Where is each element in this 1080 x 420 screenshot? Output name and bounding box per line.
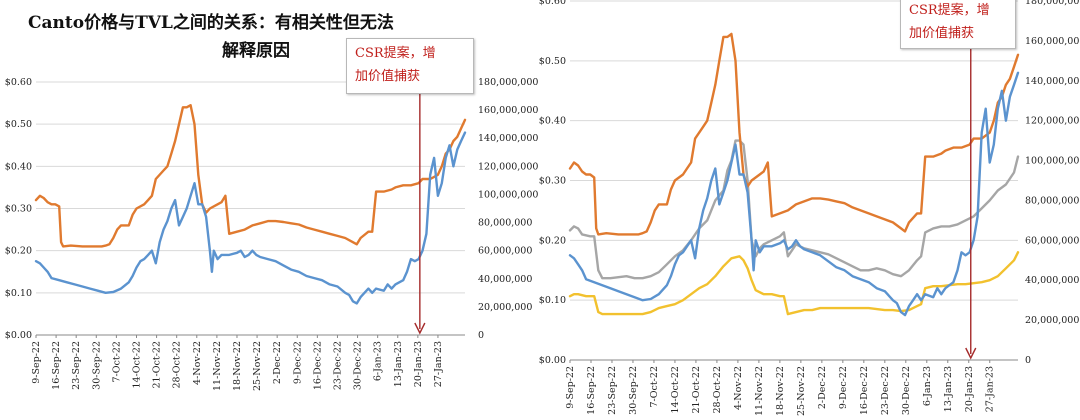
x-tick-label: 2-Dec-22 xyxy=(272,341,283,384)
x-tick-label: 25-Nov-22 xyxy=(252,341,263,391)
series-line-blue xyxy=(568,71,1020,317)
y-right-tick-label: 140,000,000 xyxy=(478,133,538,144)
x-tick-label: 14-Oct-22 xyxy=(670,366,681,414)
chart-title-line-2: 解释原因 xyxy=(222,41,290,61)
x-tick-label: 27-Jan-23 xyxy=(985,366,996,412)
y-right-tick-label: 180,000,000 xyxy=(1025,0,1080,7)
x-tick-label: 30-Sep-22 xyxy=(91,341,102,390)
y-left-tick-label: $0.10 xyxy=(5,288,32,299)
y-left-tick-label: $0.40 xyxy=(5,161,32,172)
x-tick-label: 16-Sep-22 xyxy=(586,366,597,415)
x-tick-label: 9-Sep-22 xyxy=(31,341,42,384)
x-tick-label: 9-Sep-22 xyxy=(565,366,576,409)
y-right-tick-label: 120,000,000 xyxy=(1025,116,1080,127)
x-tick-label: 13-Jan-23 xyxy=(393,341,404,387)
x-tick-label: 7-Oct-22 xyxy=(111,341,122,382)
y-right-tick-label: 100,000,000 xyxy=(478,189,538,200)
x-tick-label: 13-Jan-23 xyxy=(943,366,954,412)
y-left-tick-label: $0.60 xyxy=(5,77,32,88)
x-tick-label: 18-Nov-22 xyxy=(775,366,786,416)
x-tick-label: 30-Dec-22 xyxy=(353,341,364,390)
y-left-tick-label: $0.60 xyxy=(539,0,566,7)
x-tick-label: 28-Oct-22 xyxy=(712,366,723,414)
y-right-tick-label: 0 xyxy=(478,330,484,341)
x-tick-label: 25-Nov-22 xyxy=(796,366,807,416)
x-tick-label: 23-Dec-22 xyxy=(880,366,891,415)
y-left-tick-label: $0.30 xyxy=(539,176,566,187)
y-right-tick-label: 80,000,000 xyxy=(1025,195,1079,206)
series-line-yellow xyxy=(568,251,1020,316)
annotation-text-left-2: 加价值捕获 xyxy=(355,69,421,84)
y-left-tick-label: $0.40 xyxy=(539,116,566,127)
y-right-tick-label: 60,000,000 xyxy=(1025,235,1079,246)
y-left-tick-label: $0.20 xyxy=(5,246,32,257)
annotation-box-left: CSR提案，增 加价值捕获 xyxy=(346,38,474,94)
x-tick-label: 20-Jan-23 xyxy=(413,341,424,387)
chart-right: $0.00 $0.10 $0.20 $0.30 $0.40 $0.50 $0.60 0 20,0… xyxy=(539,0,1080,416)
x-tick-label: 2-Dec-22 xyxy=(817,366,828,409)
y-right-tick-label: 80,000,000 xyxy=(478,218,532,229)
x-tick-label: 9-Dec-22 xyxy=(838,366,849,409)
y-left-tick-label: $0.50 xyxy=(539,56,566,67)
x-tick-label: 16-Dec-22 xyxy=(312,341,323,390)
x-tick-label: 11-Nov-22 xyxy=(212,341,223,391)
y-right-tick-label: 20,000,000 xyxy=(1025,315,1079,326)
y-right-tick-label: 140,000,000 xyxy=(1025,76,1080,87)
x-tick-label: 27-Jan-23 xyxy=(433,341,444,387)
series-line-gray xyxy=(568,139,1020,280)
series-line-orange xyxy=(568,32,1020,236)
series-line-blue xyxy=(34,131,467,305)
x-tick-label: 11-Nov-22 xyxy=(754,366,765,416)
y-left-tick-label: $0.10 xyxy=(539,295,566,306)
y-right-tick-label: 40,000,000 xyxy=(1025,275,1079,286)
y-right-tick-label: 160,000,000 xyxy=(1025,36,1080,47)
y-right-tick-label: 120,000,000 xyxy=(478,161,538,172)
x-tick-label: 21-Oct-22 xyxy=(691,366,702,414)
x-tick-label: 21-Oct-22 xyxy=(152,341,163,389)
y-right-tick-label: 160,000,000 xyxy=(478,105,538,116)
x-tick-label: 16-Dec-22 xyxy=(859,366,870,415)
x-tick-label: 23-Sep-22 xyxy=(71,341,82,390)
x-tick-label: 20-Jan-23 xyxy=(964,366,975,412)
series-line-orange xyxy=(34,104,467,248)
chart-left: $0.00 $0.10 $0.20 $0.30 $0.40 $0.50 $0.60 0 20,0… xyxy=(5,77,539,391)
x-tick-label: 23-Sep-22 xyxy=(607,366,618,415)
y-right-tick-label: 20,000,000 xyxy=(478,302,532,313)
x-tick-label: 6-Jan-23 xyxy=(373,341,384,381)
x-tick-label: 30-Sep-22 xyxy=(628,366,639,415)
event-arrow-head xyxy=(414,322,426,335)
x-tick-label: 4-Nov-22 xyxy=(733,366,744,410)
event-arrow-head xyxy=(965,347,977,360)
y-left-tick-label: $0.50 xyxy=(5,119,32,130)
chart-title-line-1: Canto价格与TVL之间的关系：有相关性但无法 xyxy=(28,13,394,33)
y-left-tick-label: $0.20 xyxy=(539,235,566,246)
annotation-text-right-1: CSR提案，增 xyxy=(909,3,990,18)
x-tick-label: 14-Oct-22 xyxy=(131,341,142,389)
x-tick-label: 18-Nov-22 xyxy=(232,341,243,391)
annotation-text-right-2: 加价值捕获 xyxy=(909,26,975,41)
y-right-tick-label: 180,000,000 xyxy=(478,77,538,88)
x-tick-label: 28-Oct-22 xyxy=(172,341,183,389)
y-right-tick-label: 0 xyxy=(1025,355,1031,366)
x-tick-label: 7-Oct-22 xyxy=(649,366,660,407)
y-left-tick-label: $0.30 xyxy=(5,204,32,215)
x-tick-label: 6-Jan-23 xyxy=(922,366,933,406)
x-tick-label: 16-Sep-22 xyxy=(51,341,62,390)
y-right-tick-label: 100,000,000 xyxy=(1025,156,1080,167)
x-tick-label: 30-Dec-22 xyxy=(901,366,912,415)
y-left-tick-label: $0.00 xyxy=(539,355,566,366)
x-tick-label: 9-Dec-22 xyxy=(292,341,303,384)
y-left-tick-label: $0.00 xyxy=(5,330,32,341)
annotation-box-right: CSR提案，增 加价值捕获 xyxy=(900,0,1016,49)
y-right-tick-label: 40,000,000 xyxy=(478,274,532,285)
annotation-text-left-1: CSR提案，增 xyxy=(355,46,436,61)
x-tick-label: 23-Dec-22 xyxy=(332,341,343,390)
y-right-tick-label: 60,000,000 xyxy=(478,246,532,257)
x-tick-label: 4-Nov-22 xyxy=(192,341,203,385)
